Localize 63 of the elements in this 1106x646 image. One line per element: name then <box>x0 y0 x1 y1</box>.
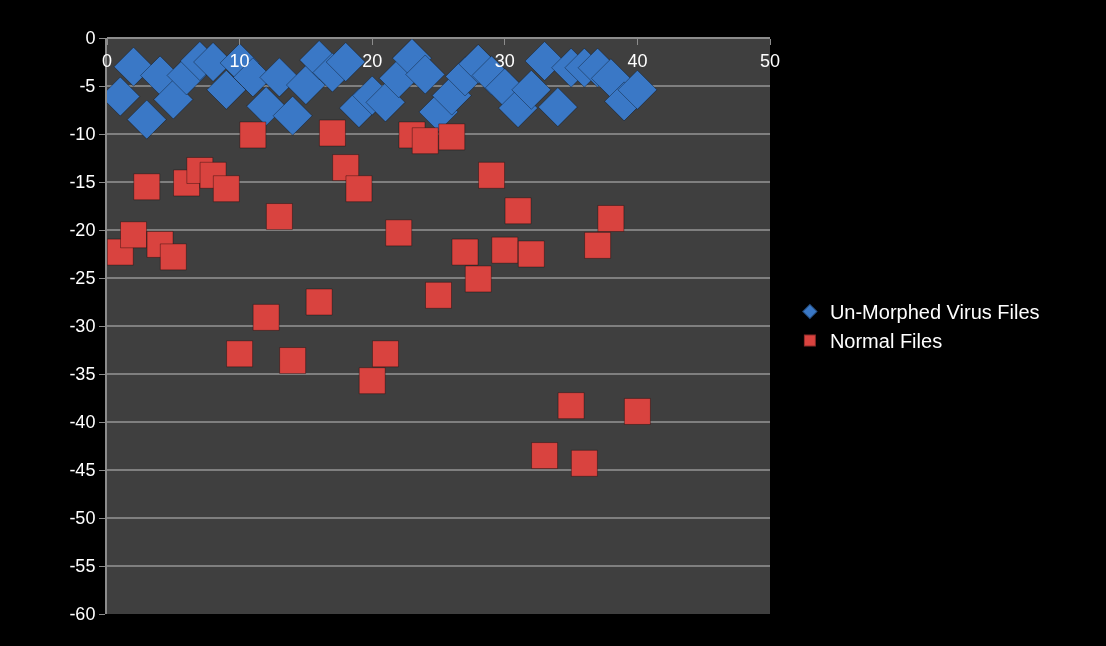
point <box>385 219 413 247</box>
y-tick-label: 0 <box>85 28 96 49</box>
point <box>279 347 307 375</box>
point <box>405 54 446 95</box>
y-tick-label: -30 <box>69 316 96 337</box>
x-tick-label: 40 <box>627 50 648 71</box>
point <box>491 236 519 264</box>
point <box>411 127 439 155</box>
y-tick-label: -50 <box>69 508 96 529</box>
point <box>206 69 247 110</box>
point <box>239 121 267 149</box>
legend-label: Normal Files <box>829 330 943 353</box>
point <box>623 397 651 425</box>
point <box>464 265 492 293</box>
x-tick-label: 30 <box>494 50 515 71</box>
y-tick-label: -35 <box>69 364 96 385</box>
y-tick-label: -40 <box>69 412 96 433</box>
point <box>478 161 506 189</box>
point <box>584 231 612 259</box>
point <box>537 87 578 128</box>
y-tick-label: -5 <box>79 76 96 97</box>
point <box>226 340 254 368</box>
point <box>126 99 167 140</box>
point <box>517 240 545 268</box>
point <box>365 82 406 123</box>
point <box>438 123 466 151</box>
y-tick-label: -55 <box>69 556 96 577</box>
point <box>597 204 625 232</box>
point <box>371 340 399 368</box>
legend-label: Un-Morphed Virus Files <box>829 301 1040 324</box>
y-tick-label: -45 <box>69 460 96 481</box>
point <box>451 238 479 266</box>
y-tick-label: -60 <box>69 604 96 625</box>
point <box>425 281 452 309</box>
point <box>557 392 585 420</box>
point <box>120 221 148 249</box>
point <box>272 95 313 136</box>
point <box>511 69 552 110</box>
point <box>531 442 559 470</box>
point <box>570 449 598 477</box>
y-tick-label: -20 <box>69 220 96 241</box>
point <box>212 175 240 203</box>
point <box>504 197 532 225</box>
point <box>246 86 287 127</box>
point <box>358 367 386 395</box>
point <box>159 243 187 271</box>
point <box>252 303 280 331</box>
point <box>153 79 194 120</box>
point <box>113 46 154 87</box>
x-tick-label: 10 <box>229 50 250 71</box>
point <box>265 203 293 231</box>
y-tick-label: -25 <box>69 268 96 289</box>
x-tick-label: 20 <box>362 50 383 71</box>
point <box>133 173 161 201</box>
point <box>318 119 346 147</box>
y-tick-label: -15 <box>69 172 96 193</box>
x-tick-label: 50 <box>759 50 781 71</box>
y-tick-label: -10 <box>69 124 96 145</box>
x-tick-label: 0 <box>101 50 113 71</box>
point <box>345 175 373 203</box>
point <box>285 65 326 106</box>
point <box>617 69 658 110</box>
point <box>305 288 333 316</box>
